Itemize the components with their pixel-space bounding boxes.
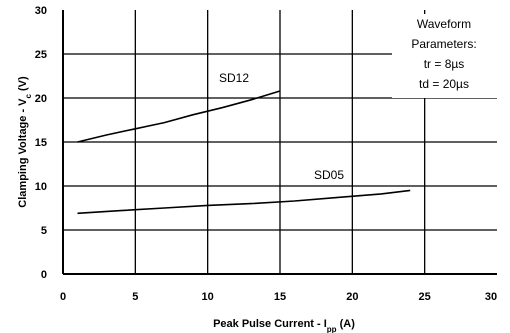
y-axis-title-sub: c (24, 93, 33, 98)
y-tick-label: 15 (35, 137, 47, 149)
x-axis-title: Peak Pulse Current - Ipp (A) (213, 318, 355, 333)
x-axis-title-main: Peak Pulse Current - I (213, 318, 327, 330)
y-tick-label: 5 (41, 225, 47, 237)
annotation-line-1: Waveform (417, 17, 471, 31)
x-tick-label: 25 (419, 291, 431, 303)
tick-labels: 0 5 10 15 20 25 30 0 5 10 15 20 25 30 (35, 5, 497, 303)
x-tick-label: 30 (485, 291, 497, 303)
series-label-sd05: SD05 (314, 168, 344, 182)
x-tick-label: 10 (202, 291, 214, 303)
y-tick-label: 30 (35, 5, 47, 17)
y-axis-title-unit: (V) (17, 76, 29, 94)
series-line-sd12 (77, 90, 281, 143)
annotation-background (392, 14, 497, 98)
series-label-sd12-text: SD12 (219, 71, 249, 85)
annotation-line-2: Parameters: (411, 37, 476, 51)
x-tick-label: 20 (346, 291, 358, 303)
annotation-line-4: td = 20µs (419, 77, 469, 91)
y-tick-label: 0 (41, 269, 47, 281)
x-tick-label: 15 (274, 291, 286, 303)
x-tick-label: 5 (132, 291, 138, 303)
series-label-sd12: SD12 (219, 71, 249, 85)
y-axis-title-main: Clamping Voltage - V (17, 98, 29, 208)
annotation-line-3: tr = 8µs (424, 57, 465, 71)
x-axis-title-unit: (A) (337, 318, 356, 330)
y-tick-label: 25 (35, 49, 47, 61)
series-line-sd05 (77, 189, 411, 215)
series-label-sd05-text: SD05 (314, 168, 344, 182)
y-axis-title: Clamping Voltage - Vc (V) (17, 76, 33, 208)
series-layer (77, 90, 411, 215)
y-tick-label: 20 (35, 93, 47, 105)
axes (62, 10, 497, 275)
x-tick-label: 0 (60, 291, 66, 303)
y-tick-label: 10 (35, 181, 47, 193)
x-axis-title-sub: pp (327, 325, 337, 333)
